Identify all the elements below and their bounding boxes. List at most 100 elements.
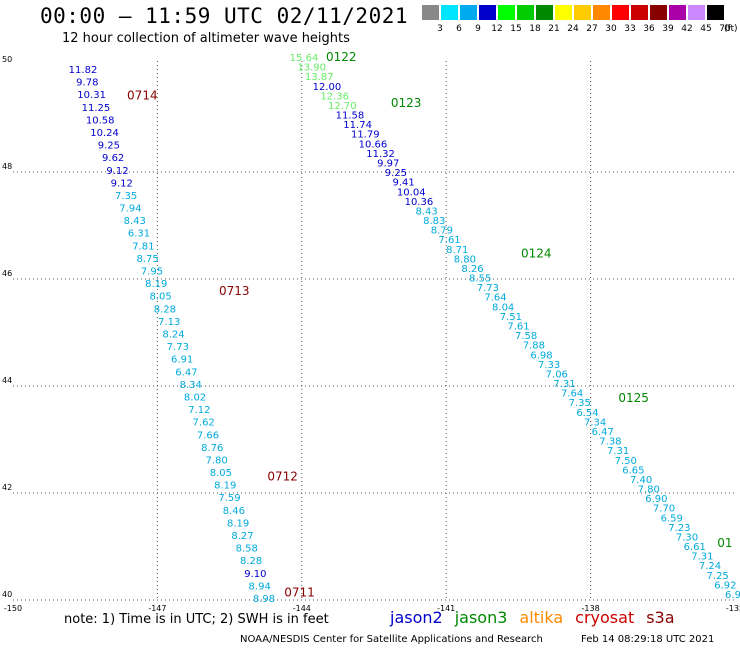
wave-height-value: 7.30 <box>676 532 698 543</box>
wave-height-value: 8.19 <box>145 279 167 290</box>
wave-height-value: 9.10 <box>244 569 266 580</box>
color-swatch-label: 3 <box>437 24 443 34</box>
wave-height-value: 7.73 <box>167 342 189 353</box>
wave-height-value: 6.91 <box>171 355 193 366</box>
wave-height-value: 7.12 <box>188 405 210 416</box>
wave-height-value: 12.00 <box>313 82 342 93</box>
wave-height-value: 8.26 <box>461 264 483 275</box>
lon-tick-label: -150 <box>4 604 22 612</box>
wave-height-value: 8.04 <box>492 302 514 313</box>
wave-height-value: 7.80 <box>638 485 660 496</box>
color-swatch <box>441 5 458 20</box>
wave-height-value: 6.54 <box>576 408 598 419</box>
lat-lon-grid <box>13 61 735 601</box>
lon-tick-label: -135 <box>726 604 740 612</box>
wave-height-value: 7.24 <box>699 561 721 572</box>
wave-height-value: 7.70 <box>653 504 675 515</box>
wave-height-value: 11.58 <box>336 111 365 122</box>
wave-height-value: 8.34 <box>180 380 202 391</box>
color-swatch-label: 45 <box>700 24 712 34</box>
color-swatch <box>650 5 667 20</box>
wave-height-value: 7.80 <box>205 455 227 466</box>
color-swatch <box>631 5 648 20</box>
wave-height-value: 9.12 <box>111 178 133 189</box>
color-swatch-label: 36 <box>643 24 655 34</box>
wave-height-value: 7.81 <box>132 241 154 252</box>
pass-time-label: 0124 <box>521 247 552 261</box>
color-swatch-label: 6 <box>456 24 462 34</box>
color-swatch <box>707 5 724 20</box>
wave-height-value: 9.25 <box>385 168 407 179</box>
pass-time-label: 0125 <box>618 391 649 405</box>
wave-height-value: 13.87 <box>305 72 334 83</box>
wave-height-value: 7.13 <box>158 317 180 328</box>
lat-tick-label: 46 <box>2 269 12 278</box>
wave-height-value: 8.76 <box>201 443 223 454</box>
wave-height-value: 6.90 <box>645 494 667 505</box>
color-swatch-label: 21 <box>548 24 560 34</box>
lat-tick-label: 50 <box>2 55 12 64</box>
color-swatch-label: 70 <box>719 24 731 34</box>
color-swatch-label: 9 <box>475 24 481 34</box>
wave-height-map: 50 48 46 44 42 40 -150 -147 -144 -141 -138 -135 11.… <box>2 50 740 612</box>
pass-time-label: 0711 <box>284 586 315 600</box>
wave-height-value: 7.51 <box>500 312 522 323</box>
wave-height-value: 8.71 <box>446 245 468 256</box>
wave-height-value: 6.92 <box>714 580 736 591</box>
wave-height-value: 8.05 <box>210 468 232 479</box>
wave-height-value: 7.73 <box>477 283 499 294</box>
color-scale-unit: (ft) <box>724 24 738 34</box>
wave-height-value: 6.61 <box>684 542 706 553</box>
wave-height-value: 7.38 <box>599 437 621 448</box>
wave-height-value: 6.31 <box>128 229 150 240</box>
pass-time-label: 01 <box>717 536 732 550</box>
wave-height-value: 8.80 <box>454 254 476 265</box>
lat-tick-label: 40 <box>2 590 12 599</box>
wave-height-value: 7.34 <box>584 417 606 428</box>
color-swatch <box>612 5 629 20</box>
wave-height-value: 8.46 <box>223 506 245 517</box>
map-subtitle: 12 hour collection of altimeter wave hei… <box>62 31 350 46</box>
wave-height-value: 7.25 <box>707 571 729 582</box>
satellite-track-east: 15.6413.9013.8712.0012.3612.7011.5811.74… <box>290 50 740 601</box>
wave-height-value: 9.97 <box>377 158 399 169</box>
lon-tick-label: -141 <box>437 604 455 612</box>
satellite-legend-entry: altika <box>519 608 564 627</box>
color-swatch <box>593 5 610 20</box>
wave-height-value: 8.94 <box>249 581 271 592</box>
wave-height-value: 10.31 <box>77 90 106 101</box>
color-swatch <box>555 5 572 20</box>
wave-height-value: 7.64 <box>484 293 506 304</box>
color-swatch <box>536 5 553 20</box>
wave-height-value: 6.98 <box>530 350 552 361</box>
lat-tick-label: 48 <box>2 162 12 171</box>
wave-height-value: 6.47 <box>592 427 614 438</box>
color-swatch <box>422 5 439 20</box>
color-swatch <box>688 5 705 20</box>
wave-height-value: 10.04 <box>397 187 426 198</box>
wave-height-value: 8.02 <box>184 392 206 403</box>
color-swatch <box>669 5 686 20</box>
wave-height-value: 8.43 <box>124 216 146 227</box>
satellite-legend: jason2 jason3 altika cryosat s3a <box>390 608 687 627</box>
wave-height-value: 8.28 <box>154 304 176 315</box>
color-swatch-label: 39 <box>662 24 674 34</box>
wave-height-value: 7.35 <box>115 191 137 202</box>
wave-height-value: 8.28 <box>240 556 262 567</box>
satellite-legend-entry: jason3 <box>454 608 508 627</box>
wave-height-value: 8.05 <box>149 292 171 303</box>
wave-height-value: 6.9 <box>725 590 740 601</box>
lat-tick-label: 42 <box>2 483 12 492</box>
wave-height-value: 7.23 <box>668 523 690 534</box>
color-swatch <box>498 5 515 20</box>
wave-height-value: 7.94 <box>119 204 141 215</box>
wave-height-value: 6.65 <box>622 465 644 476</box>
wave-height-value: 8.43 <box>415 206 437 217</box>
wave-height-value: 11.82 <box>69 65 98 76</box>
wave-height-value: 7.61 <box>507 322 529 333</box>
wave-height-value: 9.78 <box>76 78 98 89</box>
wave-height-value: 11.25 <box>82 103 111 114</box>
color-swatch-label: 30 <box>605 24 617 34</box>
satellite-legend-entry: jason2 <box>390 608 443 627</box>
